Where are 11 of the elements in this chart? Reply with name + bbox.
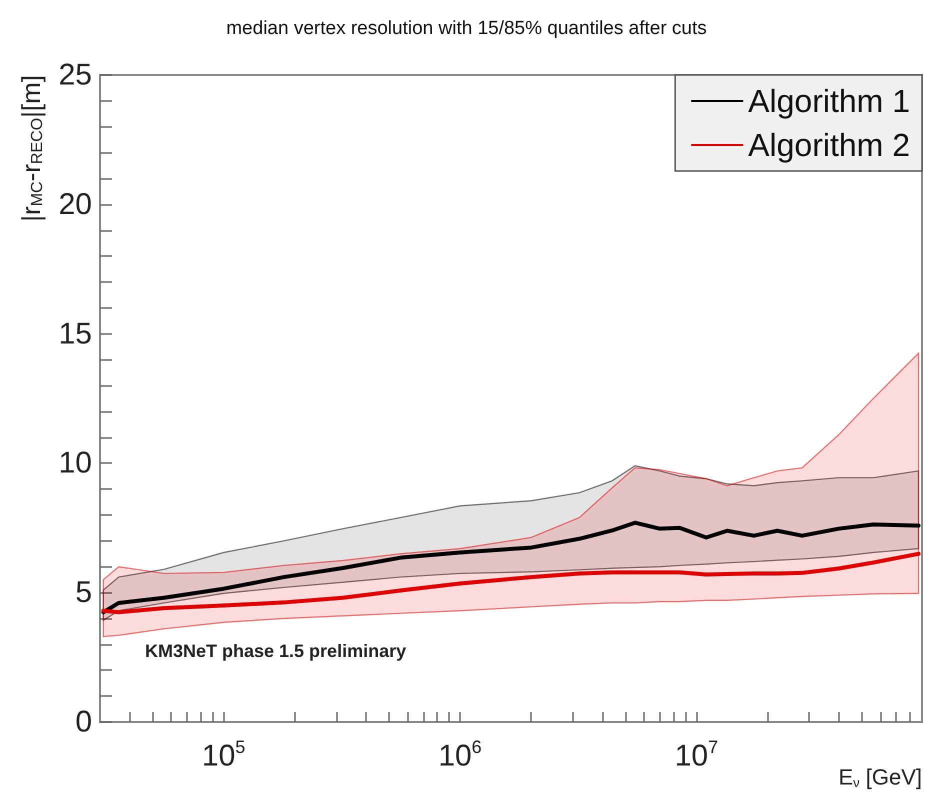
y-tick-label: 5	[75, 576, 92, 610]
y-tick-label: 15	[58, 317, 92, 350]
legend-label: Algorithm 1	[748, 83, 910, 119]
y-axis-title: |rMC-rRECO|[m]	[16, 75, 46, 222]
annotation: KM3NeT phase 1.5 preliminary	[145, 641, 406, 661]
y-tick-label: 20	[58, 188, 92, 221]
y-tick-label: 10	[58, 446, 92, 480]
y-tick-label: 25	[58, 58, 92, 92]
legend-label: Algorithm 2	[748, 127, 910, 163]
y-tick-label: 0	[75, 706, 92, 738]
chart-title: median vertex resolution with 15/85% quantiles after cuts	[226, 18, 707, 39]
